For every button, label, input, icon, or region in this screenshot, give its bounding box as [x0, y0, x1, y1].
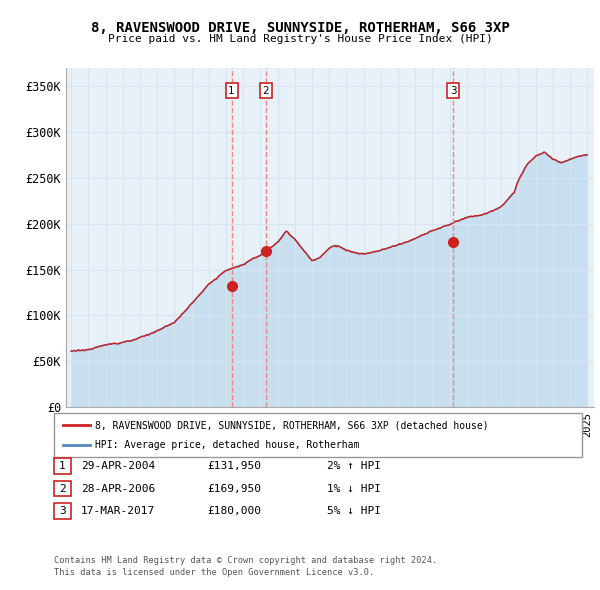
Text: 3: 3 [59, 506, 66, 516]
Text: Contains HM Land Registry data © Crown copyright and database right 2024.: Contains HM Land Registry data © Crown c… [54, 556, 437, 565]
Text: 8, RAVENSWOOD DRIVE, SUNNYSIDE, ROTHERHAM, S66 3XP (detached house): 8, RAVENSWOOD DRIVE, SUNNYSIDE, ROTHERHA… [95, 421, 488, 430]
Text: 2% ↑ HPI: 2% ↑ HPI [327, 461, 381, 471]
Text: 17-MAR-2017: 17-MAR-2017 [81, 506, 155, 516]
Text: 8, RAVENSWOOD DRIVE, SUNNYSIDE, ROTHERHAM, S66 3XP: 8, RAVENSWOOD DRIVE, SUNNYSIDE, ROTHERHA… [91, 21, 509, 35]
Text: £180,000: £180,000 [207, 506, 261, 516]
Text: 1: 1 [229, 86, 235, 96]
Text: HPI: Average price, detached house, Rotherham: HPI: Average price, detached house, Roth… [95, 440, 359, 450]
Text: 2: 2 [59, 484, 66, 493]
Text: £131,950: £131,950 [207, 461, 261, 471]
Text: 28-APR-2006: 28-APR-2006 [81, 484, 155, 493]
Text: 29-APR-2004: 29-APR-2004 [81, 461, 155, 471]
Text: Price paid vs. HM Land Registry's House Price Index (HPI): Price paid vs. HM Land Registry's House … [107, 34, 493, 44]
Text: 2: 2 [263, 86, 269, 96]
Text: £169,950: £169,950 [207, 484, 261, 493]
Text: 5% ↓ HPI: 5% ↓ HPI [327, 506, 381, 516]
Text: 1% ↓ HPI: 1% ↓ HPI [327, 484, 381, 493]
Text: 3: 3 [450, 86, 457, 96]
Text: 1: 1 [59, 461, 66, 471]
Text: This data is licensed under the Open Government Licence v3.0.: This data is licensed under the Open Gov… [54, 568, 374, 577]
